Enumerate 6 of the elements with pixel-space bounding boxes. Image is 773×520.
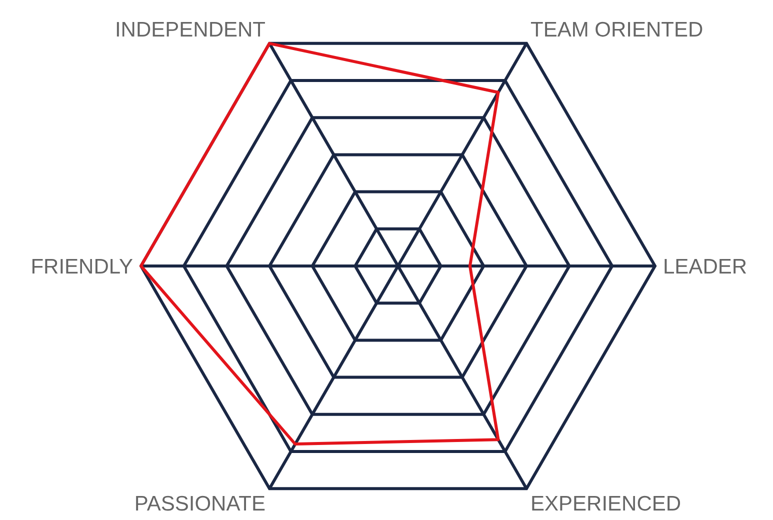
spoke-label: TEAM ORIENTED <box>530 18 704 42</box>
spoke-label: INDEPENDENT <box>114 18 266 42</box>
spoke-label: EXPERIENCED <box>530 492 682 516</box>
spoke-label: LEADER <box>663 255 748 278</box>
spoke-label: PASSIONATE <box>134 492 266 516</box>
spoke-label: FRIENDLY <box>30 255 133 278</box>
